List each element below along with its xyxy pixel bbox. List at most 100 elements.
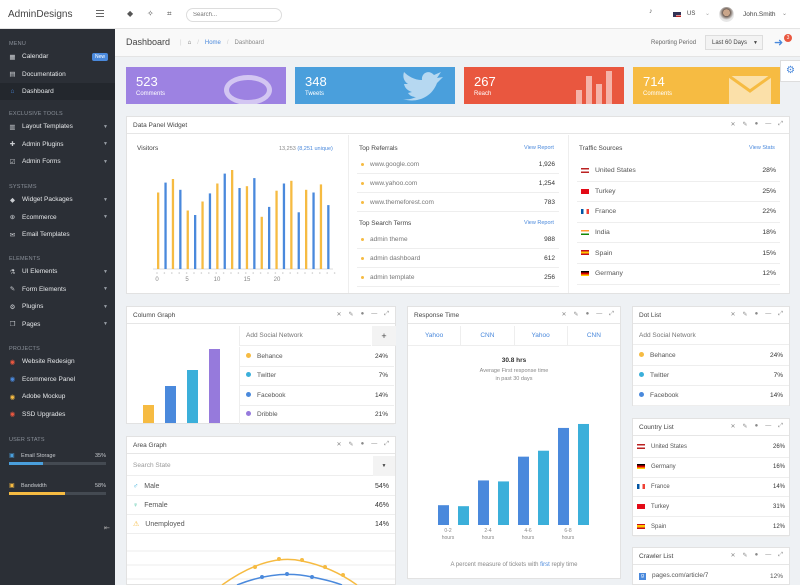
stat-tile-comments[interactable]: 523 Comments [126, 67, 286, 104]
fullscreen-icon[interactable]: ⌗ [167, 9, 172, 18]
country-row[interactable]: France 22% [577, 202, 780, 223]
sidebar-item-layout-templates[interactable]: ▥ Layout Templates ▼ [0, 118, 115, 135]
tab-cnn[interactable]: CNN [586, 332, 601, 339]
notification-arrow-icon[interactable]: ➜ [774, 37, 784, 49]
list-item[interactable]: Twitter 7% [240, 367, 394, 386]
view-report-link[interactable]: View Report [524, 220, 554, 226]
sidebar-item-documentation[interactable]: ▤ Documentation [0, 66, 115, 83]
add-social-network-input[interactable] [239, 326, 371, 346]
country-row[interactable]: Spain 12% [633, 517, 789, 537]
search-state-select[interactable]: Search State ▼ [127, 456, 395, 476]
list-item[interactable]: Behance 24% [240, 347, 394, 367]
color-icon[interactable]: ● [754, 121, 759, 127]
sidebar-item-widget-packages[interactable]: ◆ Widget Packages ▼ [0, 191, 115, 208]
list-item[interactable]: Facebook 14% [633, 386, 789, 406]
diamond-icon[interactable]: ◆ [127, 9, 134, 18]
list-item[interactable]: www.google.com 1,926 [357, 155, 559, 174]
crawler-row[interactable]: g pages.com/article/7 12% [633, 567, 789, 585]
breadcrumb-home[interactable]: Home [204, 40, 221, 46]
list-item[interactable]: Twitter 7% [633, 366, 789, 386]
list-item[interactable]: Dribble 21% [240, 406, 394, 425]
sidebar-item-email-templates[interactable]: ✉ Email Templates [0, 226, 115, 243]
stat-tile-reach[interactable]: 267 Reach [464, 67, 624, 104]
sidebar-item-calendar[interactable]: ▦ Calendar New [0, 48, 115, 65]
sidebar-collapse-icon[interactable]: ⇤ [104, 525, 110, 532]
color-icon[interactable]: ● [360, 441, 365, 447]
country-row[interactable]: United States 26% [633, 438, 789, 458]
sidebar-item-adobe-mockup[interactable]: ◉ Adobe Mockup [0, 388, 115, 405]
sidebar-item-admin-plugins[interactable]: ✚ Admin Plugins ▼ [0, 136, 115, 153]
tab-cnn[interactable]: CNN [461, 326, 515, 345]
edit-icon[interactable]: ✎ [742, 553, 748, 559]
color-icon[interactable]: ● [360, 311, 365, 317]
user-name[interactable]: John.Smith [743, 11, 776, 18]
add-social-network-input[interactable] [633, 326, 789, 345]
close-icon[interactable]: ✕ [336, 442, 342, 448]
list-item[interactable]: admin template 256 [357, 268, 559, 287]
country-row[interactable]: India 18% [577, 223, 780, 244]
list-item[interactable]: Facebook 14% [240, 386, 394, 406]
country-row[interactable]: Spain 15% [577, 243, 780, 264]
expand-icon[interactable]: ⤢ [609, 311, 614, 317]
edit-icon[interactable]: ✎ [742, 122, 748, 128]
country-row[interactable]: France 14% [633, 478, 789, 498]
stat-tile-messages[interactable]: 714 Comments [633, 67, 780, 104]
tab-yahoo[interactable]: Yahoo [515, 326, 568, 345]
minimize-icon[interactable]: — [765, 121, 772, 127]
edit-icon[interactable]: ✎ [348, 442, 354, 448]
expand-icon[interactable]: ⤢ [778, 423, 783, 429]
magic-wand-icon[interactable]: ✧ [147, 9, 154, 18]
color-icon[interactable]: ● [585, 311, 590, 317]
search-input[interactable] [186, 8, 282, 22]
brand-logo[interactable]: Admin Designs [0, 0, 115, 29]
language-selector[interactable]: US [673, 11, 695, 17]
close-icon[interactable]: ✕ [730, 312, 736, 318]
edit-icon[interactable]: ✎ [742, 312, 748, 318]
sidebar-item-pages[interactable]: ❐ Pages ▼ [0, 316, 115, 333]
sidebar-item-dashboard[interactable]: ⌂ Dashboard [0, 83, 115, 100]
color-icon[interactable]: ● [754, 311, 759, 317]
add-button[interactable]: + [372, 326, 396, 346]
country-row[interactable]: Germany 12% [577, 264, 780, 285]
minimize-icon[interactable]: — [371, 441, 378, 447]
avatar[interactable] [719, 7, 734, 22]
list-item[interactable]: Behance 24% [633, 346, 789, 366]
settings-gear-icon[interactable]: ⚙ [780, 60, 800, 82]
close-icon[interactable]: ✕ [730, 424, 736, 430]
color-icon[interactable]: ● [754, 423, 759, 429]
close-icon[interactable]: ✕ [730, 553, 736, 559]
expand-icon[interactable]: ⤢ [778, 121, 783, 127]
country-row[interactable]: Turkey 31% [633, 497, 789, 518]
sidebar-item-ssd-upgrades[interactable]: ◉ SSD Upgrades [0, 406, 115, 423]
list-item[interactable]: www.yahoo.com 1,254 [357, 174, 559, 193]
sidebar-item-ui-elements[interactable]: ⚗ UI Elements ▼ [0, 263, 115, 280]
stat-tile-tweets[interactable]: 348 Tweets [295, 67, 455, 104]
list-item[interactable]: ♀ Female 46% [127, 496, 395, 515]
user-menu-chevron-icon[interactable]: ⌄ [782, 11, 788, 17]
country-row[interactable]: Germany 16% [633, 458, 789, 478]
tab-yahoo[interactable]: Yahoo [408, 326, 462, 345]
view-report-link[interactable]: View Report [524, 145, 554, 151]
minimize-icon[interactable]: — [371, 311, 378, 317]
expand-icon[interactable]: ⤢ [384, 311, 389, 317]
list-item[interactable]: ♂ Male 54% [127, 477, 395, 496]
country-row[interactable]: United States 28% [577, 161, 780, 182]
list-item[interactable]: admin theme 988 [357, 230, 559, 249]
color-icon[interactable]: ● [754, 552, 759, 558]
sidebar-item-admin-forms[interactable]: ☑ Admin Forms ▼ [0, 153, 115, 170]
hamburger-menu-icon[interactable] [96, 10, 104, 17]
expand-icon[interactable]: ⤢ [384, 441, 389, 447]
edit-icon[interactable]: ✎ [348, 312, 354, 318]
sidebar-item-form-elements[interactable]: ✎ Form Elements ▼ [0, 281, 115, 298]
list-item[interactable]: admin dashboard 612 [357, 249, 559, 268]
expand-icon[interactable]: ⤢ [778, 311, 783, 317]
list-item[interactable]: www.themeforest.com 783 [357, 193, 559, 212]
settings-toggle-icon[interactable]: ⌄ [705, 11, 711, 17]
sidebar-item-ecommerce[interactable]: ⊕ Ecommerce ▼ [0, 209, 115, 226]
edit-icon[interactable]: ✎ [742, 424, 748, 430]
minimize-icon[interactable]: — [596, 311, 603, 317]
sidebar-item-website-redesign[interactable]: ◉ Website Redesign [0, 353, 115, 370]
minimize-icon[interactable]: — [765, 311, 772, 317]
sidebar-item-ecommerce-panel[interactable]: ◉ Ecommerce Panel [0, 371, 115, 388]
sidebar-item-plugins[interactable]: ⚙ Plugins ▼ [0, 298, 115, 315]
